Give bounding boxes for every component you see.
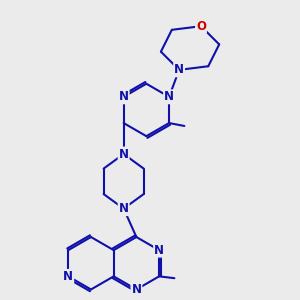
Text: N: N — [164, 90, 174, 103]
Text: N: N — [131, 283, 141, 296]
Text: N: N — [119, 148, 129, 160]
Text: N: N — [119, 202, 129, 215]
Text: N: N — [63, 270, 73, 283]
Text: N: N — [174, 63, 184, 76]
Text: N: N — [154, 244, 164, 256]
Text: N: N — [119, 90, 129, 103]
Text: O: O — [196, 20, 206, 33]
